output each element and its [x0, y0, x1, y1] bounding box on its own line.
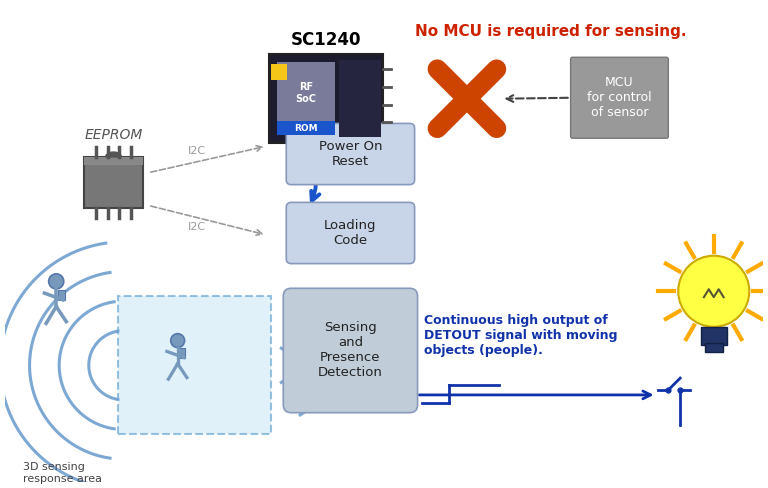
- Bar: [277, 122, 335, 135]
- Text: SC1240: SC1240: [291, 32, 362, 49]
- Text: MCU
for control
of sensor: MCU for control of sensor: [588, 76, 652, 119]
- Bar: [705, 343, 723, 352]
- Text: Sensing
and
Presence
Detection: Sensing and Presence Detection: [318, 322, 383, 380]
- Text: Loading
Code: Loading Code: [324, 219, 376, 247]
- Text: I2C: I2C: [188, 222, 207, 232]
- Circle shape: [170, 334, 184, 347]
- FancyBboxPatch shape: [286, 123, 415, 184]
- Bar: [84, 157, 143, 208]
- Circle shape: [678, 256, 750, 327]
- Text: I2C: I2C: [188, 146, 207, 156]
- Text: 3D sensing
response area: 3D sensing response area: [22, 462, 101, 484]
- Bar: [58, 290, 65, 300]
- Bar: [277, 62, 335, 135]
- Bar: [179, 348, 185, 358]
- Bar: [270, 54, 383, 143]
- Bar: [271, 64, 287, 80]
- FancyBboxPatch shape: [571, 57, 668, 138]
- Bar: [84, 157, 143, 165]
- Text: RF
SoC: RF SoC: [296, 82, 316, 103]
- Text: EEPROM: EEPROM: [84, 128, 143, 142]
- Text: Power On
Reset: Power On Reset: [319, 140, 382, 168]
- Bar: [118, 296, 271, 434]
- Polygon shape: [105, 152, 121, 157]
- Text: Continuous high output of
DETOUT signal with moving
objects (people).: Continuous high output of DETOUT signal …: [425, 314, 618, 357]
- Bar: [339, 60, 381, 137]
- Bar: [701, 327, 727, 345]
- Text: ROM: ROM: [294, 124, 318, 133]
- Text: No MCU is required for sensing.: No MCU is required for sensing.: [415, 24, 686, 39]
- Circle shape: [48, 274, 64, 289]
- FancyBboxPatch shape: [286, 203, 415, 264]
- FancyBboxPatch shape: [283, 288, 418, 413]
